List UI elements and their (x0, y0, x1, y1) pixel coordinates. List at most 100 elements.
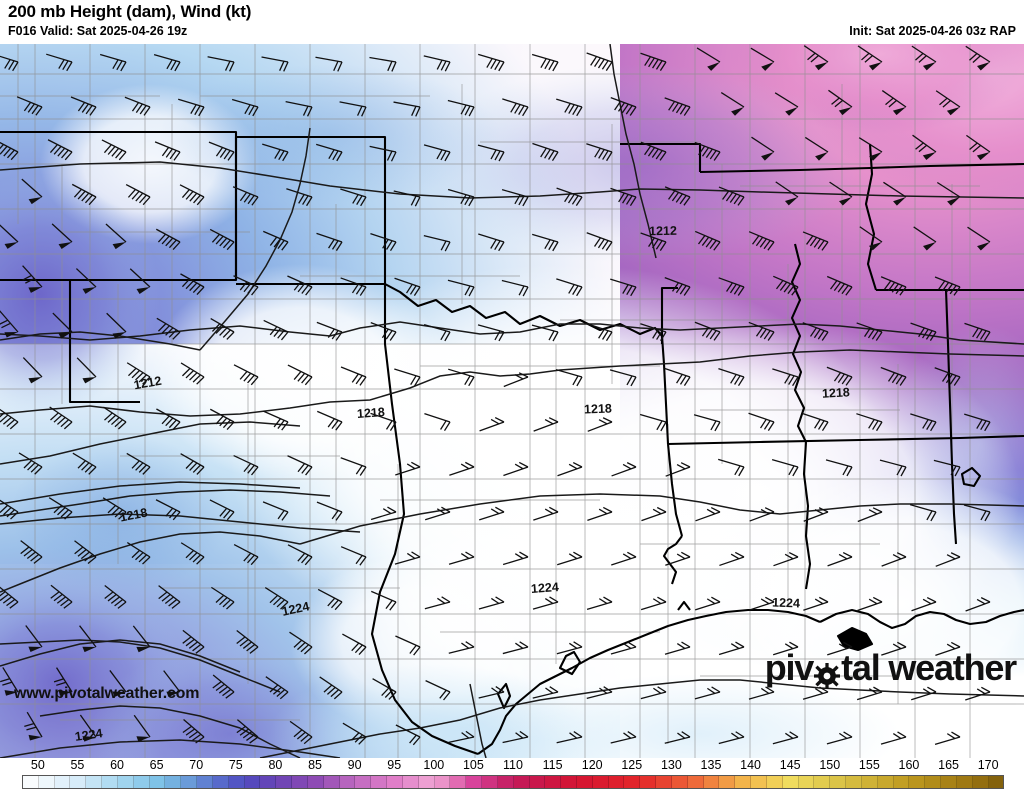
state-border-ms-al (944, 289, 958, 545)
colorbar-tick: 75 (228, 758, 243, 772)
colorbar-cell (466, 776, 483, 788)
colorbar-cell (418, 776, 435, 788)
map-canvas[interactable]: 1212 1212 1218 1218 1218 1218 12 (0, 44, 1024, 758)
colorbar-cell (181, 776, 198, 788)
colorbar-tick: 85 (308, 758, 322, 772)
map-header: 200 mb Height (dam), Wind (kt) F016 Vali… (0, 0, 1024, 44)
site-url-label: www.pivotalweather.com (14, 685, 200, 702)
colorbar-cell (23, 776, 39, 788)
mobile-bay (960, 466, 982, 488)
page-title: 200 mb Height (dam), Wind (kt) (8, 2, 252, 21)
colorbar-tick: 165 (938, 758, 959, 772)
colorbar-cell (751, 776, 767, 788)
contour-1218-extra (0, 513, 361, 533)
state-border-tx-la (666, 443, 684, 537)
contour-1224-west (0, 531, 301, 593)
colorbar-cell (212, 776, 229, 788)
colorbar-cell (165, 776, 182, 788)
colorbar-cell (703, 776, 720, 788)
contour-1212-north (0, 161, 1024, 199)
brand-watermark: piv (764, 647, 1017, 689)
state-border-la-ms (802, 441, 812, 590)
colorbar-cell (371, 776, 388, 788)
state-border-ms-river (790, 243, 807, 443)
colorbar-tick: 115 (542, 758, 563, 772)
corpus-bay (496, 682, 512, 710)
colorbar-cell (260, 776, 277, 788)
colorbar-tick: 125 (621, 758, 643, 772)
colorbar-cell (909, 776, 926, 788)
colorbar-tick: 95 (387, 758, 402, 772)
state-border-tx-ar (660, 335, 670, 445)
matagorda-bay (558, 650, 582, 676)
colorbar-tick: 105 (462, 758, 484, 772)
colorbar-cell (656, 776, 672, 788)
colorbar-cell (592, 776, 609, 788)
colorbar-gradient[interactable] (22, 775, 1004, 789)
colorbar-cell (925, 776, 942, 788)
colorbar[interactable]: 50 55 60 65 70 75 80 85 90 95 100 105 110 115 120 125 13… (0, 758, 1024, 791)
colorbar-cell (497, 776, 514, 788)
init-time-label: Init: Sat 2025-04-26 03z RAP (849, 24, 1016, 38)
valid-time-label: F016 Valid: Sat 2025-04-26 19z (8, 24, 188, 38)
colorbar-cell (402, 776, 419, 788)
colorbar-tick: 135 (700, 758, 722, 772)
svg-text:1218: 1218 (119, 506, 149, 525)
colorbar-cell (387, 776, 403, 788)
colorbar-tick: 55 (70, 758, 85, 772)
contour-1230-extreme-sw (0, 739, 341, 758)
colorbar-cell (576, 776, 593, 788)
colorbar-cell (956, 776, 973, 788)
colorbar-cell (117, 776, 134, 788)
colorbar-tick: 160 (898, 758, 920, 772)
colorbar-tick: 120 (581, 758, 603, 772)
colorbar-cell (228, 776, 245, 788)
colorbar-tick: 50 (30, 758, 45, 772)
contour-1224-sw3 (39, 705, 241, 729)
colorbar-cell (561, 776, 577, 788)
colorbar-cell (54, 776, 71, 788)
colorbar-cell (323, 776, 340, 788)
colorbar-cell (624, 776, 641, 788)
contour-1224-sw (0, 639, 281, 693)
svg-text:1224: 1224 (530, 580, 559, 596)
county-boundaries (0, 44, 1024, 758)
svg-text:1218: 1218 (584, 402, 612, 417)
contour-1218-sw (0, 489, 331, 517)
colorbar-cell (608, 776, 625, 788)
colorbar-tick: 90 (347, 758, 362, 772)
colorbar-tick: 80 (268, 758, 283, 772)
colorbar-tick: 110 (503, 758, 523, 772)
map-svg: 1212 1212 1218 1218 1218 1218 12 (0, 44, 1024, 758)
svg-text:1224: 1224 (74, 726, 104, 744)
colorbar-cell (735, 776, 752, 788)
state-border-ar-tn-ms (864, 143, 878, 291)
colorbar-tick-labels: 50 55 60 65 70 75 80 85 90 95 100 105 110 115 120 125 13… (0, 758, 1024, 774)
colorbar-cell (292, 776, 308, 788)
colorbar-tick: 145 (779, 758, 801, 772)
colorbar-tick: 65 (149, 758, 164, 772)
colorbar-tick: 70 (189, 758, 204, 772)
brand-text-left: piv (764, 647, 815, 688)
state-border-ok-panhandle (236, 135, 387, 284)
colorbar-cell (307, 776, 324, 788)
colorbar-cell (640, 776, 657, 788)
colorbar-cell (450, 776, 467, 788)
contour-1218-main (0, 349, 1024, 417)
colorbar-cell (482, 776, 498, 788)
colorbar-cell (782, 776, 799, 788)
svg-text:1212: 1212 (133, 374, 163, 393)
contour-1218 (0, 321, 1024, 345)
colorbar-cell (545, 776, 562, 788)
colorbar-cell (877, 776, 894, 788)
colorbar-tick: 130 (660, 758, 682, 772)
svg-text:1224: 1224 (772, 596, 800, 611)
colorbar-cell (988, 776, 1003, 788)
state-border-ok-ar (660, 286, 678, 336)
contour-1218-lobe2 (0, 481, 301, 505)
contour-labels: 1212 1212 1218 1218 1218 1218 12 (74, 224, 850, 744)
contour-1224-sw2 (0, 639, 241, 673)
state-border-nm-tx (68, 280, 140, 404)
colorbar-cell (434, 776, 451, 788)
colorbar-cell (276, 776, 293, 788)
